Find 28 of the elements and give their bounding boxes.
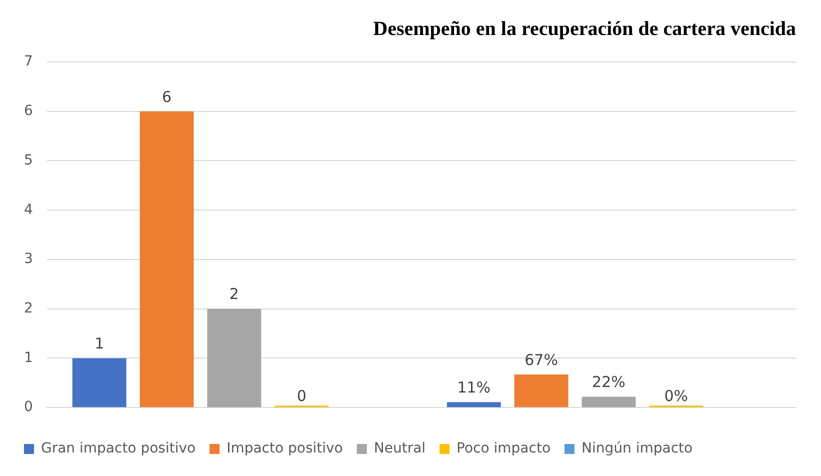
- chart-title: Desempeño en la recuperación de cartera vencida: [373, 18, 796, 40]
- y-tick-label: 0: [24, 399, 33, 416]
- bar: [582, 396, 636, 408]
- y-tick-label: 5: [24, 152, 33, 168]
- bar: [140, 111, 194, 408]
- data-label: 0: [296, 386, 306, 405]
- bar: [207, 308, 262, 408]
- y-tick-label: 3: [24, 251, 33, 268]
- bar: [446, 402, 501, 408]
- legend-label: Gran impacto positivo: [41, 440, 196, 457]
- legend-label: Ningún impacto: [582, 440, 693, 457]
- data-label: 11%: [457, 378, 491, 397]
- bar: [514, 374, 568, 408]
- data-label: 2: [229, 285, 239, 304]
- bar: [72, 358, 126, 408]
- y-tick-label: 2: [24, 300, 33, 316]
- data-label: 0%: [664, 386, 688, 405]
- y-tick-label: 4: [24, 202, 33, 218]
- data-label: 22%: [592, 373, 626, 392]
- data-label: 67%: [524, 350, 558, 369]
- legend-label: Neutral: [374, 440, 426, 457]
- y-tick-label: 6: [24, 103, 33, 120]
- legend-label: Poco impacto: [456, 440, 551, 457]
- data-label: 6: [162, 88, 172, 106]
- data-label: 1: [94, 334, 104, 353]
- legend-label: Impacto positivo: [226, 440, 343, 457]
- y-tick-label: 7: [24, 54, 33, 70]
- y-tick-label: 1: [24, 350, 33, 366]
